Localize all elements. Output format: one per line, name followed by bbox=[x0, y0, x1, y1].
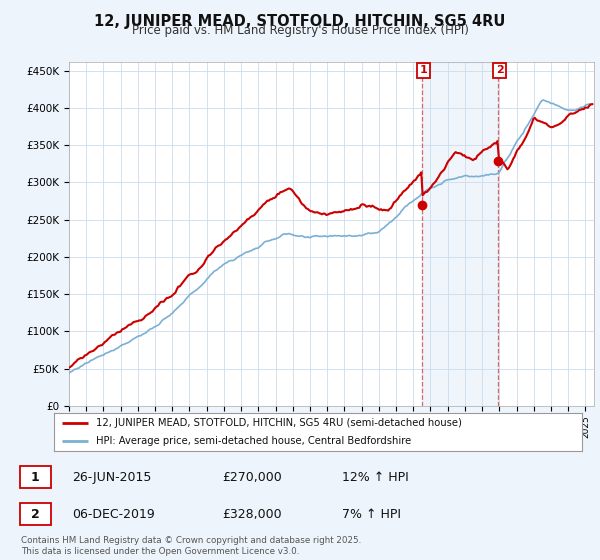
Text: 26-JUN-2015: 26-JUN-2015 bbox=[72, 470, 151, 484]
Text: 06-DEC-2019: 06-DEC-2019 bbox=[72, 507, 155, 521]
Text: 12% ↑ HPI: 12% ↑ HPI bbox=[342, 470, 409, 484]
Text: Price paid vs. HM Land Registry's House Price Index (HPI): Price paid vs. HM Land Registry's House … bbox=[131, 24, 469, 37]
Text: 12, JUNIPER MEAD, STOTFOLD, HITCHIN, SG5 4RU (semi-detached house): 12, JUNIPER MEAD, STOTFOLD, HITCHIN, SG5… bbox=[96, 418, 462, 428]
Text: Contains HM Land Registry data © Crown copyright and database right 2025.
This d: Contains HM Land Registry data © Crown c… bbox=[21, 536, 361, 556]
Text: 12, JUNIPER MEAD, STOTFOLD, HITCHIN, SG5 4RU: 12, JUNIPER MEAD, STOTFOLD, HITCHIN, SG5… bbox=[94, 14, 506, 29]
Text: £328,000: £328,000 bbox=[222, 507, 281, 521]
Text: 7% ↑ HPI: 7% ↑ HPI bbox=[342, 507, 401, 521]
Bar bbox=[422, 62, 498, 406]
Text: 1: 1 bbox=[31, 470, 40, 484]
Text: 1: 1 bbox=[419, 66, 427, 76]
Text: HPI: Average price, semi-detached house, Central Bedfordshire: HPI: Average price, semi-detached house,… bbox=[96, 436, 412, 446]
Text: 2: 2 bbox=[496, 66, 503, 76]
Text: 2: 2 bbox=[31, 507, 40, 521]
Text: £270,000: £270,000 bbox=[222, 470, 282, 484]
